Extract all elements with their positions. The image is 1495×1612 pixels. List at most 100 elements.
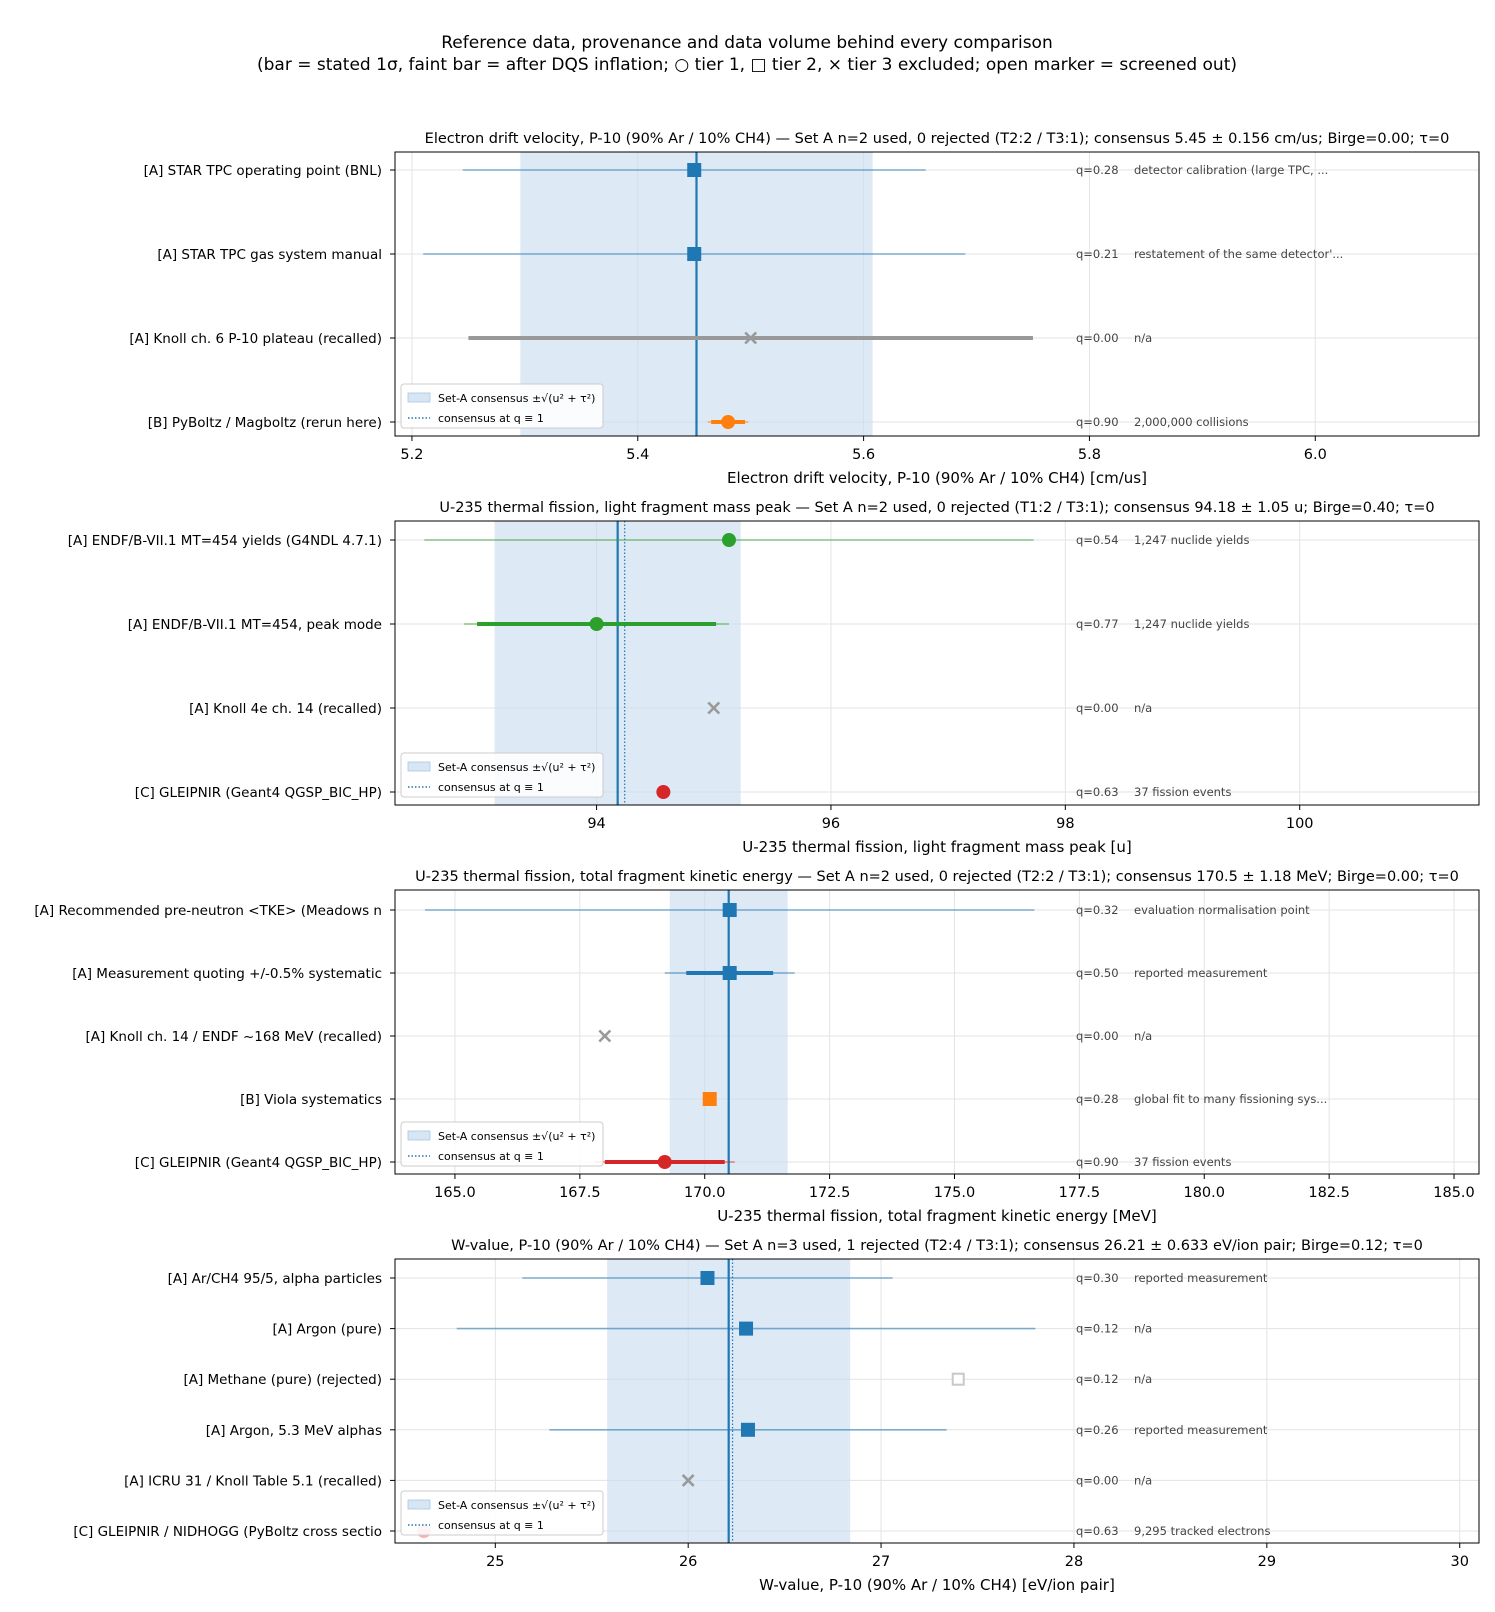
annotation-detail: global fit to many fissioning sys... (1134, 1092, 1327, 1106)
panel-title: W-value, P-10 (90% Ar / 10% CH4) — Set A… (451, 1238, 1423, 1254)
panel-title: U-235 thermal fission, total fragment ki… (415, 869, 1459, 885)
row-annotation: q=0.12 n/a (1076, 1372, 1152, 1386)
marker-square (740, 1422, 755, 1437)
annotation-q: q=0.00 (1076, 331, 1119, 345)
legend-band-swatch (407, 1130, 431, 1141)
row-label: [C] GLEIPNIR (Geant4 QGSP_BIC_HP) (135, 1155, 382, 1171)
legend-band-label: Set-A consensus ±√(u² + τ²) (438, 761, 595, 774)
marker-circle (721, 533, 736, 547)
panels: Electron drift velocity, P-10 (90% Ar / … (34, 131, 1480, 1594)
row-label: [A] Measurement quoting +/-0.5% systemat… (72, 966, 382, 982)
annotation-detail: detector calibration (large TPC, ... (1134, 163, 1328, 177)
legend-band-swatch (407, 392, 431, 403)
row-label: [A] STAR TPC operating point (BNL) (144, 163, 382, 179)
row-annotation: q=0.50 reported measurement (1076, 966, 1268, 980)
marker-square (702, 1092, 717, 1106)
annotation-q: q=0.00 (1076, 1029, 1119, 1043)
annotation-q: q=0.28 (1076, 163, 1119, 177)
x-tick-label: 94 (587, 816, 605, 832)
row-annotation: q=0.12 n/a (1076, 1322, 1152, 1336)
marker-circle (721, 415, 736, 429)
annotation-q: q=0.30 (1076, 1271, 1119, 1285)
row-annotation: q=0.21 restatement of the same detector'.… (1076, 247, 1343, 261)
x-axis-label: Electron drift velocity, P-10 (90% Ar / … (727, 469, 1147, 487)
x-tick-label: 5.2 (400, 447, 423, 463)
x-tick-label: 182.5 (1308, 1185, 1350, 1201)
legend-band-swatch (407, 761, 431, 772)
row-label: [B] PyBoltz / Magboltz (rerun here) (148, 415, 382, 431)
row-label: [A] Recommended pre-neutron <TKE> (Meado… (34, 903, 382, 919)
chart-panel: Electron drift velocity, P-10 (90% Ar / … (129, 131, 1480, 487)
annotation-detail: 2,000,000 collisions (1134, 415, 1249, 429)
row-label: [A] ENDF/B-VII.1 MT=454 yields (G4NDL 4.… (68, 533, 382, 549)
annotation-detail: n/a (1134, 1322, 1152, 1336)
axes-frame (394, 520, 1480, 806)
row-annotation: q=0.28 detector calibration (large TPC, .… (1076, 163, 1328, 177)
x-tick-label: 172.5 (809, 1185, 851, 1201)
row-annotation: q=0.00 n/a (1076, 1473, 1152, 1487)
annotation-q: q=0.63 (1076, 1524, 1119, 1538)
row-annotation: q=0.90 37 fission events (1076, 1155, 1231, 1169)
x-tick-label: 28 (1065, 1554, 1083, 1570)
annotation-q: q=0.28 (1076, 1092, 1119, 1106)
row-label: [A] Knoll ch. 14 / ENDF ~168 MeV (recall… (86, 1029, 383, 1045)
annotation-q: q=0.54 (1076, 533, 1119, 547)
panel-title: Electron drift velocity, P-10 (90% Ar / … (425, 131, 1450, 147)
legend: Set-A consensus ±√(u² + τ²) consensus at … (400, 383, 604, 429)
x-tick-label: 27 (872, 1554, 890, 1570)
x-axis-label: W-value, P-10 (90% Ar / 10% CH4) [eV/ion… (759, 1576, 1115, 1594)
x-tick-label: 96 (822, 816, 840, 832)
chart-panel: U-235 thermal fission, total fragment ki… (34, 869, 1480, 1225)
annotation-detail: n/a (1134, 331, 1152, 345)
annotation-detail: reported measurement (1134, 1271, 1268, 1285)
x-tick-label: 29 (1258, 1554, 1276, 1570)
legend-band-label: Set-A consensus ±√(u² + τ²) (438, 1130, 595, 1143)
legend-band-label: Set-A consensus ±√(u² + τ²) (438, 1499, 595, 1512)
marker-circle (657, 1155, 672, 1169)
row-annotation: q=0.63 9,295 tracked electrons (1076, 1524, 1270, 1538)
row-annotation: q=0.28 global fit to many fissioning sys.… (1076, 1092, 1327, 1106)
axes-frame (394, 889, 1480, 1175)
row-label: [A] Knoll 4e ch. 14 (recalled) (189, 701, 382, 717)
x-tick-label: 30 (1450, 1554, 1468, 1570)
row-annotation: q=0.00 n/a (1076, 701, 1152, 715)
row-label: [C] GLEIPNIR (Geant4 QGSP_BIC_HP) (135, 785, 382, 801)
annotation-detail: n/a (1134, 1372, 1152, 1386)
marker-square (722, 966, 737, 980)
legend-line-label: consensus at q ≡ 1 (438, 1519, 544, 1532)
marker-square (687, 247, 702, 261)
row-label: [A] ENDF/B-VII.1 MT=454, peak mode (128, 617, 382, 633)
x-tick-label: 5.6 (852, 447, 875, 463)
marker-circle (656, 785, 671, 799)
marker-square (687, 163, 702, 177)
legend-box (400, 1121, 604, 1167)
marker-x (707, 701, 721, 715)
annotation-detail: n/a (1134, 701, 1152, 715)
row-annotation: q=0.32 evaluation normalisation point (1076, 903, 1310, 917)
row-annotation: q=0.90 2,000,000 collisions (1076, 415, 1249, 429)
annotation-detail: 9,295 tracked electrons (1134, 1524, 1270, 1538)
x-tick-label: 5.8 (1078, 447, 1101, 463)
row-annotation: q=0.26 reported measurement (1076, 1423, 1268, 1437)
row-label: [A] Knoll ch. 6 P-10 plateau (recalled) (129, 331, 382, 347)
legend-line-label: consensus at q ≡ 1 (438, 412, 544, 425)
legend-line-label: consensus at q ≡ 1 (438, 781, 544, 794)
annotation-q: q=0.12 (1076, 1322, 1119, 1336)
legend-line-label: consensus at q ≡ 1 (438, 1150, 544, 1163)
row-annotation: q=0.30 reported measurement (1076, 1271, 1268, 1285)
legend: Set-A consensus ±√(u² + τ²) consensus at … (400, 1490, 604, 1536)
x-tick-label: 25 (486, 1554, 504, 1570)
annotation-q: q=0.77 (1076, 617, 1119, 631)
annotation-q: q=0.50 (1076, 966, 1119, 980)
x-tick-label: 6.0 (1304, 447, 1327, 463)
annotation-detail: reported measurement (1134, 1423, 1268, 1437)
x-tick-label: 177.5 (1059, 1185, 1101, 1201)
row-label: [A] Methane (pure) (rejected) (183, 1372, 382, 1388)
axes-frame (394, 1258, 1480, 1544)
annotation-detail: 1,247 nuclide yields (1134, 533, 1249, 547)
legend-box (400, 383, 604, 429)
annotation-q: q=0.90 (1076, 415, 1119, 429)
x-tick-label: 170.0 (684, 1185, 726, 1201)
annotation-q: q=0.12 (1076, 1372, 1119, 1386)
legend: Set-A consensus ±√(u² + τ²) consensus at … (400, 752, 604, 798)
